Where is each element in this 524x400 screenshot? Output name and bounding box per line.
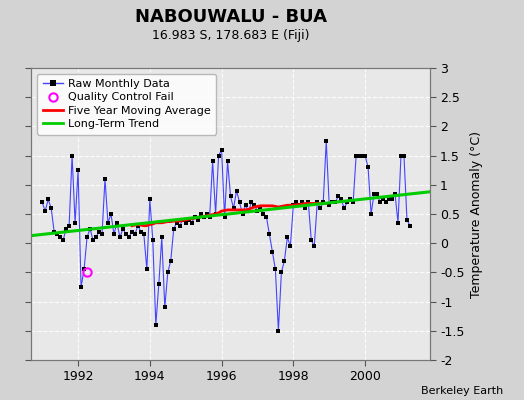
Legend: Raw Monthly Data, Quality Control Fail, Five Year Moving Average, Long-Term Tren: Raw Monthly Data, Quality Control Fail, … [37, 74, 216, 135]
Text: Berkeley Earth: Berkeley Earth [421, 386, 503, 396]
Text: 16.983 S, 178.683 E (Fiji): 16.983 S, 178.683 E (Fiji) [152, 29, 309, 42]
Text: NABOUWALU - BUA: NABOUWALU - BUA [135, 8, 326, 26]
Y-axis label: Temperature Anomaly (°C): Temperature Anomaly (°C) [470, 130, 483, 298]
